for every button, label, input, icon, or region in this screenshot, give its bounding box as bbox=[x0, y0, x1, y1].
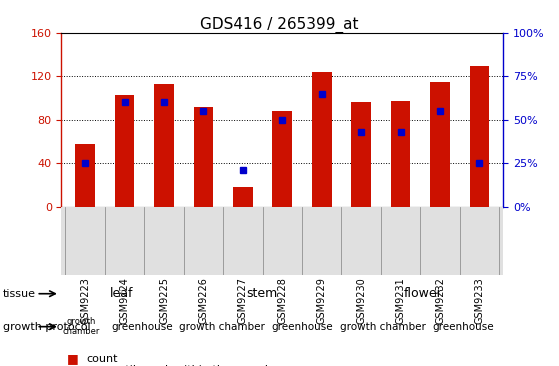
Bar bbox=[391, 101, 410, 207]
Text: growth
chamber: growth chamber bbox=[63, 317, 100, 336]
Text: growth protocol: growth protocol bbox=[3, 322, 91, 332]
Text: GDS416 / 265399_at: GDS416 / 265399_at bbox=[200, 16, 359, 33]
Bar bbox=[75, 144, 95, 207]
Bar bbox=[470, 66, 489, 207]
Bar bbox=[272, 111, 292, 207]
Text: flower: flower bbox=[404, 287, 442, 300]
Text: ■: ■ bbox=[67, 352, 79, 365]
Bar bbox=[154, 84, 174, 207]
Text: growth chamber: growth chamber bbox=[179, 322, 265, 332]
Text: stem: stem bbox=[247, 287, 278, 300]
Bar bbox=[115, 95, 134, 207]
Bar bbox=[233, 187, 253, 207]
Text: count: count bbox=[87, 354, 118, 364]
Text: greenhouse: greenhouse bbox=[111, 322, 173, 332]
Text: greenhouse: greenhouse bbox=[432, 322, 494, 332]
Text: tissue: tissue bbox=[3, 289, 36, 299]
Text: greenhouse: greenhouse bbox=[272, 322, 333, 332]
Bar bbox=[351, 102, 371, 207]
Text: leaf: leaf bbox=[110, 287, 134, 300]
Text: ■: ■ bbox=[67, 363, 79, 366]
Text: percentile rank within the sample: percentile rank within the sample bbox=[87, 365, 274, 366]
Bar bbox=[193, 107, 214, 207]
Text: growth chamber: growth chamber bbox=[340, 322, 425, 332]
Bar bbox=[430, 82, 450, 207]
Bar bbox=[312, 72, 331, 207]
